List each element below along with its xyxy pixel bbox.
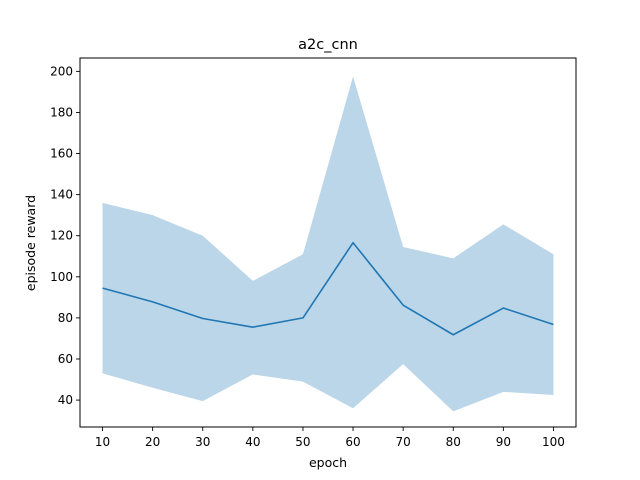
x-tick-label: 70	[396, 435, 411, 449]
x-tick-label: 60	[345, 435, 360, 449]
y-axis-ticks: 40 60 80 100 120 140 160 180 200	[50, 64, 80, 407]
y-tick-label: 180	[50, 105, 73, 119]
series-0-line	[102, 241, 554, 336]
plot-area	[102, 76, 554, 412]
y-tick-label: 140	[50, 188, 73, 202]
x-tick-label: 40	[245, 435, 260, 449]
x-tick-label: 50	[295, 435, 310, 449]
y-axis-label: episode reward	[23, 195, 38, 291]
y-tick-label: 160	[50, 147, 73, 161]
y-tick-label: 80	[58, 311, 73, 325]
y-tick-label: 200	[50, 64, 73, 78]
y-tick-label: 40	[58, 393, 73, 407]
chart-title: a2c_cnn	[298, 37, 358, 53]
x-axis-label: epoch	[309, 455, 347, 470]
x-tick-label: 20	[145, 435, 160, 449]
x-tick-label: 10	[95, 435, 110, 449]
x-tick-label: 80	[446, 435, 461, 449]
series-0-band	[102, 76, 554, 412]
y-tick-label: 60	[58, 352, 73, 366]
x-tick-label: 90	[496, 435, 511, 449]
axes-frame	[79, 57, 577, 428]
x-axis-ticks: 10 20 30 40 50 60 70 80 90 100	[95, 427, 565, 449]
x-tick-label: 30	[195, 435, 210, 449]
x-tick-label: 100	[542, 435, 565, 449]
y-tick-label: 100	[50, 270, 73, 284]
y-tick-label: 120	[50, 229, 73, 243]
